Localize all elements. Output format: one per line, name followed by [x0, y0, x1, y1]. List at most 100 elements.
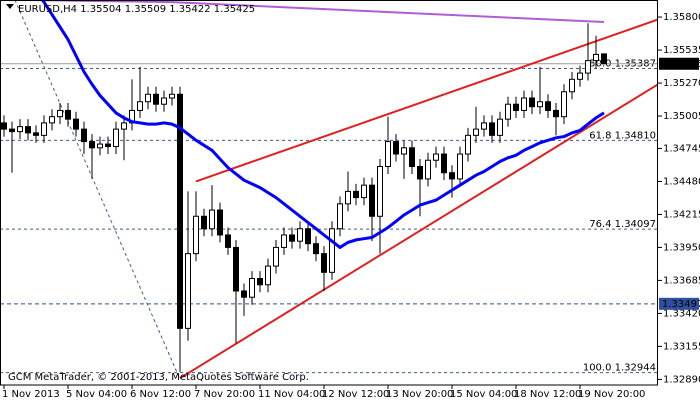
candle-body — [113, 128, 119, 148]
y-tick-label: 1.35270 — [663, 78, 700, 89]
candle-body — [345, 190, 351, 205]
price-label-box — [659, 57, 699, 70]
candle-body — [593, 53, 599, 62]
candle-body — [65, 109, 71, 120]
candle-body — [513, 103, 519, 111]
candle-body — [169, 93, 175, 99]
candle-body — [553, 109, 559, 118]
candle-body — [33, 132, 39, 136]
candle-body — [161, 97, 167, 105]
candle-body — [49, 116, 55, 124]
candle-body — [449, 172, 455, 180]
candle-body — [233, 246, 239, 292]
candle-body — [537, 101, 543, 108]
candle-body — [257, 278, 263, 286]
candle-body — [441, 153, 447, 174]
candle-body — [289, 234, 295, 242]
candle-body — [305, 228, 311, 245]
x-tick-label: 18 Nov 12:00 — [514, 389, 581, 400]
candle-body — [353, 190, 359, 199]
candle-body — [393, 141, 399, 155]
candle-body — [281, 234, 287, 248]
x-tick-label: 15 Nov 04:00 — [450, 389, 517, 400]
candle-body — [121, 122, 127, 130]
fib-label: 61.8 1.34810 — [589, 130, 656, 141]
candle-body — [9, 128, 15, 133]
y-tick-label: 1.33950 — [663, 242, 700, 253]
candle-body — [249, 278, 255, 298]
fib-connector — [14, 0, 180, 378]
candle-body — [481, 122, 487, 130]
y-tick-label: 1.34480 — [663, 176, 700, 187]
level-label: 1.33497 — [662, 299, 700, 310]
footer: GCM MetaTrader, © 2001-2013, MetaQuotes … — [8, 372, 309, 383]
candle-body — [457, 153, 463, 180]
candle-body — [25, 126, 31, 134]
candle-body — [361, 184, 367, 199]
candle-body — [545, 101, 551, 111]
candle-body — [321, 253, 327, 273]
fib-label: 76.4 1.34097 — [589, 219, 656, 230]
candle-body — [1, 122, 7, 130]
x-tick-label: 5 Nov 04:00 — [66, 389, 127, 400]
y-tick-label: 1.35800 — [663, 12, 700, 23]
candle-body — [201, 215, 207, 230]
candle-body — [409, 147, 415, 167]
candle-body — [369, 184, 375, 217]
candle-body — [97, 143, 103, 149]
fib-label: 100.0 1.32944 — [583, 363, 656, 374]
candle-body — [385, 141, 391, 167]
plot-border — [0, 0, 658, 386]
candle-body — [337, 203, 343, 230]
y-tick-label: 1.35535 — [663, 45, 700, 56]
candle-body — [209, 209, 215, 230]
chart-title: EURUSD,H4 1.35504 1.35509 1.35422 1.3542… — [18, 4, 255, 15]
candle-body — [489, 122, 495, 136]
x-tick-label: 13 Nov 20:00 — [386, 389, 453, 400]
x-tick-label: 12 Nov 12:00 — [322, 389, 389, 400]
y-tick-label: 1.35005 — [663, 111, 700, 122]
candle-body — [225, 234, 231, 248]
candle-body — [377, 165, 383, 217]
ma-line — [40, 0, 605, 250]
candle-body — [433, 153, 439, 161]
candle-body — [313, 243, 319, 255]
y-tick-label: 1.33155 — [663, 341, 700, 352]
candle-body — [329, 228, 335, 273]
candle-body — [241, 290, 247, 298]
candle-body — [601, 53, 607, 65]
trendline — [179, 83, 658, 380]
candle-body — [585, 60, 591, 74]
candle-body — [217, 209, 223, 236]
symbol-icon — [6, 4, 14, 9]
candle-body — [529, 97, 535, 108]
trendline — [195, 18, 658, 183]
candle-body — [265, 265, 271, 286]
candle-body — [561, 91, 567, 118]
candle-body — [401, 147, 407, 155]
price-label: 1.35425 — [662, 59, 700, 70]
candle-body — [505, 103, 511, 120]
candle-body — [473, 128, 479, 136]
candle-body — [193, 215, 199, 255]
x-tick-label: 6 Nov 12:00 — [130, 389, 191, 400]
candle-body — [153, 93, 159, 105]
y-tick-label: 1.34745 — [663, 143, 700, 154]
candle-body — [57, 109, 63, 118]
level-label-box — [659, 297, 699, 310]
candle-body — [73, 118, 79, 130]
candle-body — [297, 228, 303, 242]
y-tick-label: 1.34215 — [663, 209, 700, 220]
candle-body — [137, 101, 143, 111]
candle-body — [17, 126, 23, 133]
candle-body — [577, 72, 583, 80]
candle-body — [465, 134, 471, 155]
candle-body — [417, 165, 423, 180]
x-tick-label: 11 Nov 04:00 — [258, 389, 325, 400]
candle-body — [105, 143, 111, 148]
x-tick-label: 19 Nov 20:00 — [578, 389, 645, 400]
candle-body — [425, 159, 431, 180]
y-tick-label: 1.33420 — [663, 308, 700, 319]
